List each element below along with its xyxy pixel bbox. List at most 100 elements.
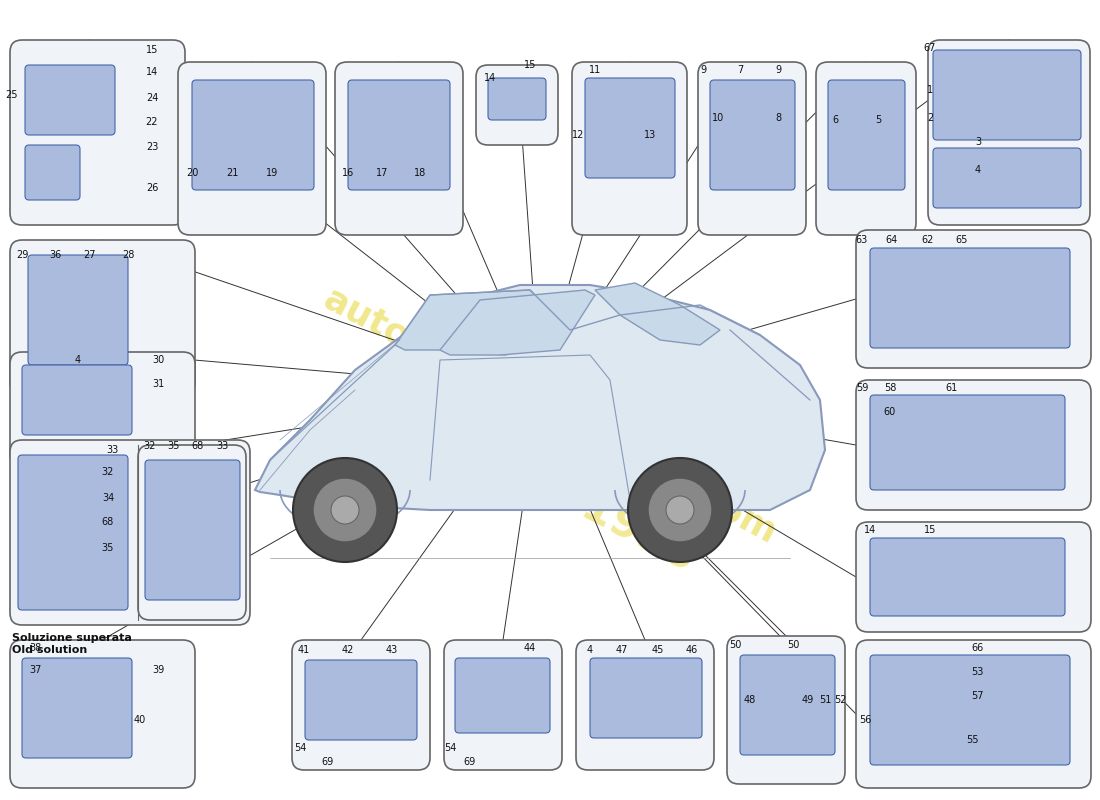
Text: 48: 48 [744, 695, 756, 705]
FancyBboxPatch shape [138, 445, 246, 620]
Text: 50: 50 [729, 640, 741, 650]
Circle shape [331, 496, 359, 524]
FancyBboxPatch shape [25, 65, 115, 135]
FancyBboxPatch shape [870, 538, 1065, 616]
FancyBboxPatch shape [10, 352, 195, 467]
Text: 61: 61 [946, 383, 958, 393]
Text: 15: 15 [146, 45, 158, 55]
FancyBboxPatch shape [10, 440, 250, 625]
Text: 62: 62 [922, 235, 934, 245]
FancyBboxPatch shape [870, 655, 1070, 765]
Text: 5: 5 [874, 115, 881, 125]
FancyBboxPatch shape [816, 62, 916, 235]
Text: 6: 6 [832, 115, 838, 125]
Text: 33: 33 [106, 445, 118, 455]
FancyBboxPatch shape [28, 255, 128, 365]
Text: 24: 24 [146, 93, 158, 103]
Text: 38: 38 [29, 643, 41, 653]
Text: 45: 45 [652, 645, 664, 655]
Text: 28: 28 [122, 250, 134, 260]
Text: 30: 30 [152, 355, 164, 365]
Text: 44: 44 [524, 643, 536, 653]
Text: 69: 69 [322, 757, 334, 767]
Text: 65: 65 [956, 235, 968, 245]
Text: 55: 55 [966, 735, 978, 745]
FancyBboxPatch shape [727, 636, 845, 784]
FancyBboxPatch shape [488, 78, 546, 120]
FancyBboxPatch shape [22, 658, 132, 758]
Text: 51: 51 [818, 695, 832, 705]
Text: 40: 40 [134, 715, 146, 725]
FancyBboxPatch shape [870, 395, 1065, 490]
Text: 68: 68 [102, 517, 114, 527]
FancyBboxPatch shape [444, 640, 562, 770]
Text: autodiagramcatalog.com: autodiagramcatalog.com [318, 282, 782, 550]
FancyBboxPatch shape [590, 658, 702, 738]
FancyBboxPatch shape [928, 40, 1090, 225]
FancyBboxPatch shape [336, 62, 463, 235]
Text: 14: 14 [146, 67, 158, 77]
Text: 37: 37 [29, 665, 41, 675]
Text: 19: 19 [266, 168, 278, 178]
Text: 23: 23 [146, 142, 158, 152]
FancyBboxPatch shape [585, 78, 675, 178]
FancyBboxPatch shape [856, 380, 1091, 510]
Text: 9: 9 [700, 65, 706, 75]
FancyBboxPatch shape [18, 455, 128, 610]
Text: 35: 35 [102, 543, 114, 553]
Text: 7: 7 [737, 65, 744, 75]
Text: 29: 29 [15, 250, 29, 260]
Text: 52: 52 [834, 695, 846, 705]
Text: 21: 21 [226, 168, 239, 178]
FancyBboxPatch shape [933, 148, 1081, 208]
Text: 50: 50 [786, 640, 800, 650]
Text: 22: 22 [145, 117, 158, 127]
Text: 59: 59 [856, 383, 868, 393]
FancyBboxPatch shape [476, 65, 558, 145]
FancyBboxPatch shape [305, 660, 417, 740]
Text: 36: 36 [48, 250, 62, 260]
Text: 10: 10 [712, 113, 724, 123]
Text: 20: 20 [186, 168, 198, 178]
FancyBboxPatch shape [828, 80, 905, 190]
Text: 15: 15 [924, 525, 936, 535]
Text: 46: 46 [686, 645, 698, 655]
Text: 4: 4 [587, 645, 593, 655]
Text: 15: 15 [524, 60, 536, 70]
Text: 32: 32 [102, 467, 114, 477]
Text: 8: 8 [774, 113, 781, 123]
Text: 53: 53 [971, 667, 983, 677]
Text: 43: 43 [386, 645, 398, 655]
FancyBboxPatch shape [178, 62, 326, 235]
FancyBboxPatch shape [10, 240, 195, 395]
Text: 26: 26 [146, 183, 158, 193]
FancyBboxPatch shape [192, 80, 314, 190]
Text: 68: 68 [191, 441, 205, 451]
Text: 34: 34 [102, 493, 114, 503]
FancyBboxPatch shape [292, 640, 430, 770]
Text: 41: 41 [298, 645, 310, 655]
Text: 35: 35 [168, 441, 180, 451]
Text: 25: 25 [6, 90, 19, 100]
Text: 31: 31 [152, 379, 164, 389]
Text: 67: 67 [924, 43, 936, 53]
Text: 4: 4 [975, 165, 981, 175]
FancyBboxPatch shape [856, 640, 1091, 788]
FancyBboxPatch shape [870, 248, 1070, 348]
Text: 64: 64 [886, 235, 898, 245]
Circle shape [314, 478, 377, 542]
Text: 18: 18 [414, 168, 426, 178]
Text: 3: 3 [975, 137, 981, 147]
Text: 33: 33 [216, 441, 228, 451]
Text: 54: 54 [443, 743, 456, 753]
Polygon shape [440, 290, 595, 355]
FancyBboxPatch shape [856, 230, 1091, 368]
FancyBboxPatch shape [933, 50, 1081, 140]
Text: 4: 4 [75, 355, 81, 365]
Circle shape [293, 458, 397, 562]
FancyBboxPatch shape [455, 658, 550, 733]
Text: 2: 2 [927, 113, 933, 123]
FancyBboxPatch shape [710, 80, 795, 190]
Text: 39: 39 [152, 665, 164, 675]
Polygon shape [395, 290, 570, 355]
